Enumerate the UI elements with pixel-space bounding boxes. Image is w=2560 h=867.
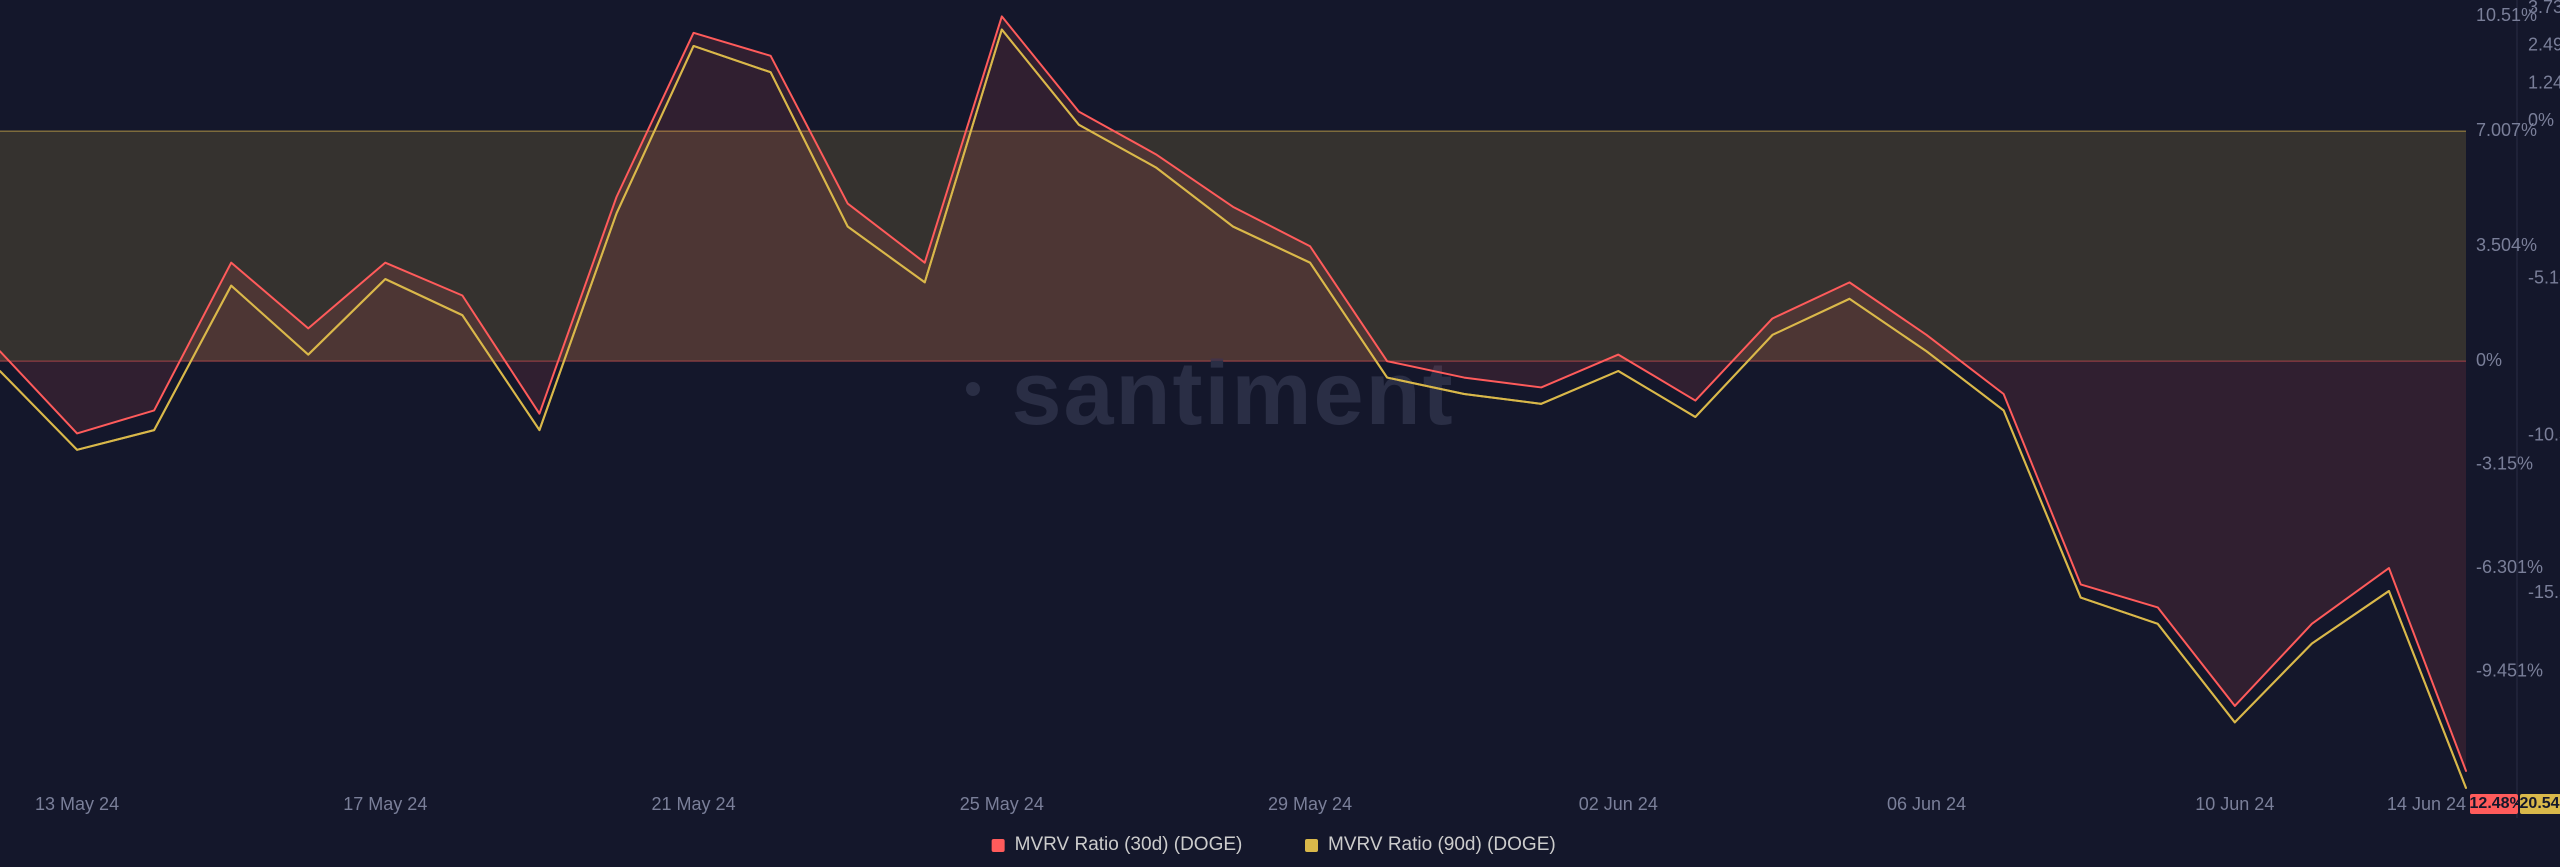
x-axis-label: 06 Jun 24: [1887, 794, 1966, 814]
y-axis-left-label: 3.504%: [2476, 235, 2537, 255]
y-axis-left-label: 0%: [2476, 350, 2502, 370]
x-axis-label: 14 Jun 24: [2387, 794, 2466, 814]
y-axis-right-label: 3.739%: [2528, 0, 2560, 17]
x-axis-label: 21 May 24: [652, 794, 736, 814]
x-axis-label: 29 May 24: [1268, 794, 1352, 814]
y-axis-right-label: -5.186%: [2528, 267, 2560, 287]
y-axis-left-label: -3.15%: [2476, 454, 2533, 474]
value-badge-right: -20.54%: [2514, 794, 2560, 814]
chart-container: santiment13 May 2417 May 2421 May 2425 M…: [0, 0, 2560, 867]
y-axis-right-label: -15.56%: [2528, 582, 2560, 602]
svg-text:-20.54%: -20.54%: [2514, 795, 2560, 812]
legend-label: MVRV Ratio (30d) (DOGE): [1015, 834, 1243, 855]
x-axis-label: 10 Jun 24: [2195, 794, 2274, 814]
y-axis-left-label: -9.451%: [2476, 660, 2543, 680]
watermark-dot: [966, 382, 980, 396]
y-axis-right-label: 1.246%: [2528, 72, 2560, 92]
y-axis-right-label: -10.37%: [2528, 425, 2560, 445]
legend-label: MVRV Ratio (90d) (DOGE): [1328, 834, 1556, 855]
x-axis-label: 17 May 24: [343, 794, 427, 814]
y-axis-left-label: -6.301%: [2476, 557, 2543, 577]
x-axis-label: 02 Jun 24: [1579, 794, 1658, 814]
legend-swatch: [992, 839, 1005, 852]
chart-svg: santiment13 May 2417 May 2421 May 2425 M…: [0, 0, 2560, 867]
x-axis-label: 13 May 24: [35, 794, 119, 814]
legend-swatch: [1305, 839, 1318, 852]
x-axis-label: 25 May 24: [960, 794, 1044, 814]
y-axis-right-label: 2.492%: [2528, 35, 2560, 55]
y-axis-right-label: 0%: [2528, 110, 2554, 130]
